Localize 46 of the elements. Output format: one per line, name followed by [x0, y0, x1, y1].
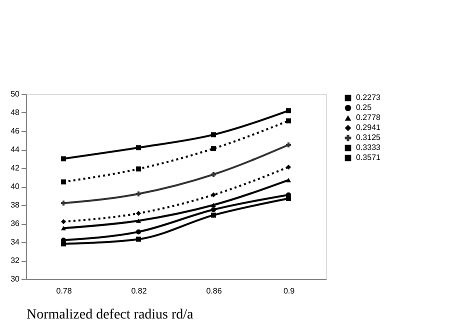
legend-label: 0.3333: [356, 143, 382, 152]
point: [136, 236, 141, 242]
legend-label: 0.2941: [356, 123, 382, 132]
point: [211, 212, 216, 218]
x-tick-label: 0.82: [131, 286, 148, 296]
x-tick-label: 0.78: [56, 286, 72, 296]
point: [136, 191, 141, 196]
point: [136, 229, 141, 234]
legend-label: 0.25: [356, 103, 372, 112]
y-tick-label: 44: [10, 145, 20, 154]
point: [61, 156, 66, 162]
point: [286, 142, 291, 148]
point: [211, 172, 216, 177]
point: [211, 202, 216, 208]
point: [286, 164, 291, 170]
y-tick-label: 34: [10, 238, 20, 246]
y-tick-label: 40: [10, 182, 20, 191]
y-tick-label: 46: [10, 126, 20, 136]
point: [61, 219, 66, 224]
point: [211, 207, 216, 212]
x-tick-label: 0.86: [206, 286, 222, 296]
x-axis-title: Normalized defect radius rd/a: [26, 308, 194, 322]
y-tick-label: 36: [10, 219, 20, 228]
point: [211, 132, 216, 138]
point: [211, 146, 216, 152]
point: [136, 166, 141, 172]
legend-label: 0.2778: [356, 113, 382, 122]
legend-label: 0.3571: [356, 153, 382, 162]
point: [286, 118, 291, 124]
legend-label: 0.2273: [356, 93, 382, 102]
x-tick-label: 0.9: [283, 286, 296, 296]
y-tick-label: 38: [10, 200, 20, 210]
y-tick-label: 32: [10, 256, 20, 265]
y-tick-label: 48: [10, 108, 20, 117]
point: [136, 210, 141, 216]
point: [136, 218, 141, 223]
y-tick-label: 30: [10, 274, 20, 284]
y-tick-label: 42: [10, 164, 20, 172]
legend-label: 0.3125: [356, 133, 382, 142]
point: [286, 108, 291, 114]
y-tick-label: 50: [10, 90, 20, 98]
point: [136, 145, 141, 150]
point: [211, 192, 216, 198]
point: [61, 179, 66, 184]
point: [61, 200, 66, 206]
point: [61, 226, 66, 230]
